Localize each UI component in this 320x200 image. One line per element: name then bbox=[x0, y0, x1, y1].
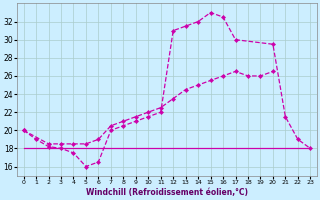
X-axis label: Windchill (Refroidissement éolien,°C): Windchill (Refroidissement éolien,°C) bbox=[86, 188, 248, 197]
